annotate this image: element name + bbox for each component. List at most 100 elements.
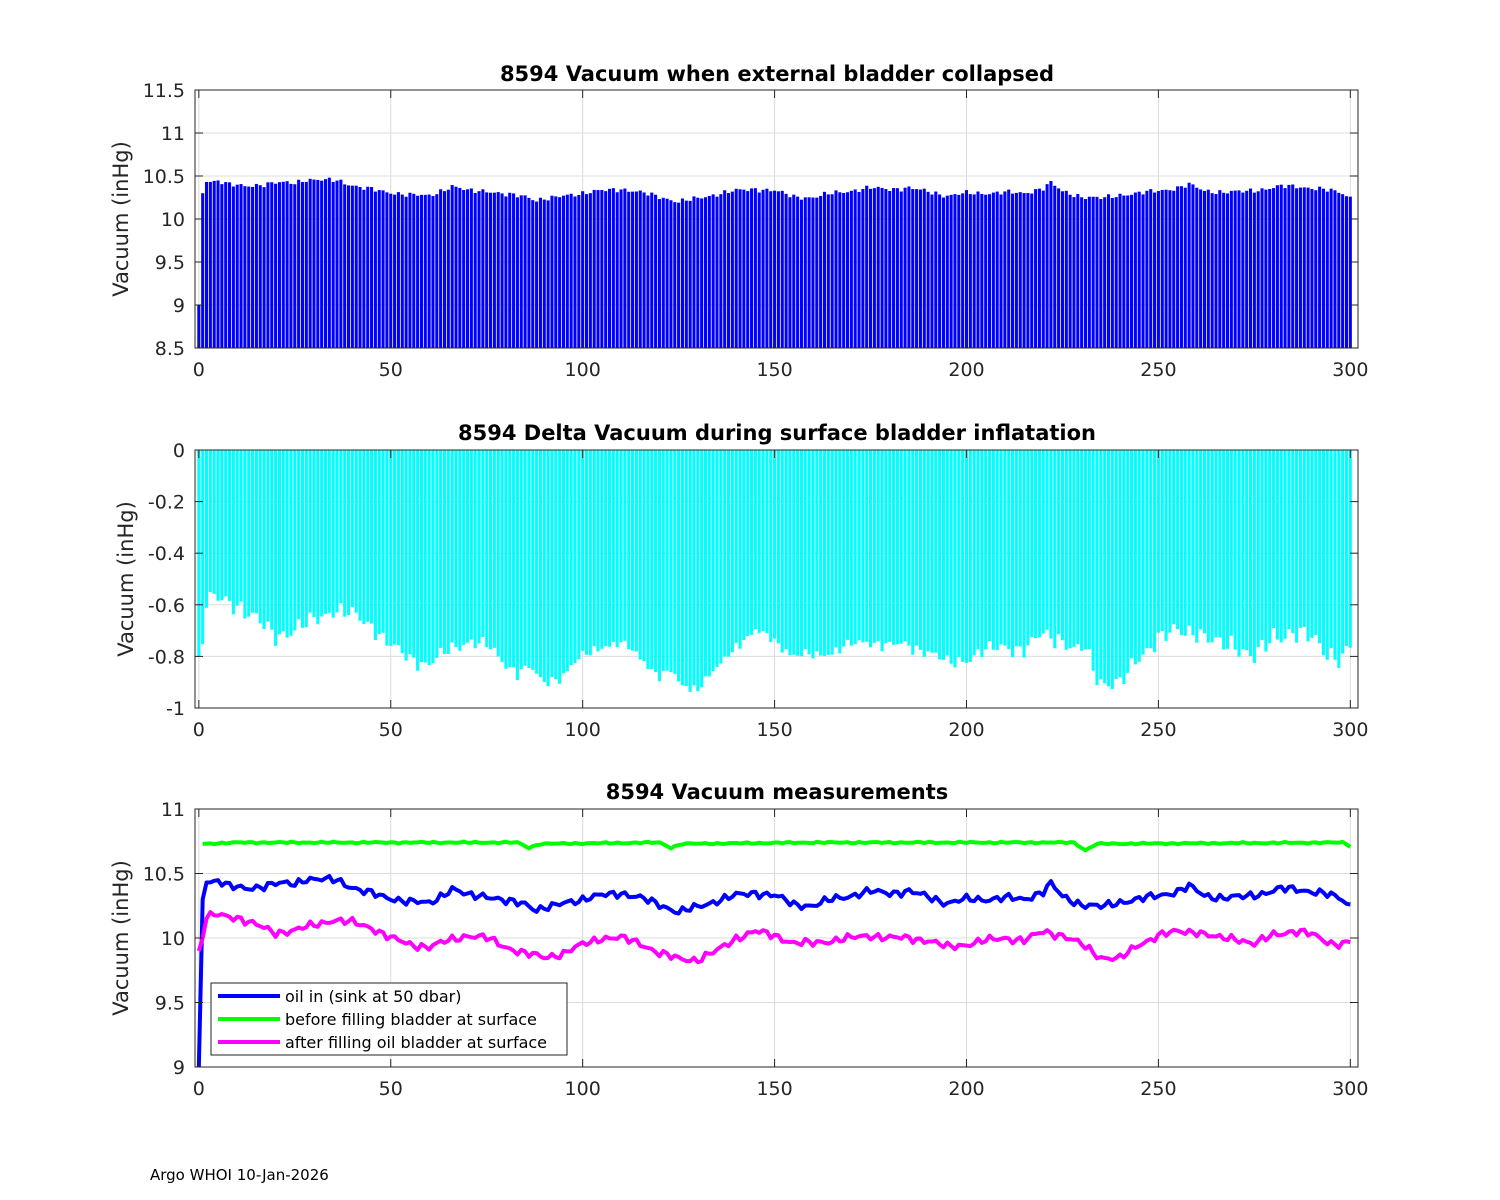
bar [347, 450, 351, 616]
panel-delta-vacuum: 8594 Delta Vacuum during surface bladder… [114, 421, 1368, 741]
bar [1045, 450, 1049, 630]
bar [673, 450, 677, 674]
bar [1153, 192, 1157, 348]
bar [496, 450, 500, 657]
bar [1214, 450, 1218, 638]
bar [515, 197, 519, 348]
bar [657, 199, 661, 348]
bar [224, 450, 228, 597]
y-tick-label: 10 [161, 928, 185, 950]
bar [822, 450, 827, 657]
bar [922, 188, 926, 348]
bar [1103, 450, 1107, 684]
bar [343, 450, 347, 617]
x-tick-label: 150 [756, 719, 792, 741]
bar [661, 450, 665, 671]
bar [419, 194, 423, 348]
bar [270, 182, 274, 348]
bar [254, 450, 258, 614]
bar [1007, 189, 1011, 348]
bar [412, 450, 416, 658]
bar [734, 450, 738, 643]
panel-1-ylabel: Vacuum (inHg) [109, 141, 133, 297]
bar [285, 181, 289, 348]
bar [220, 450, 224, 601]
bar [604, 191, 608, 348]
x-tick-label: 0 [193, 719, 205, 741]
bar [1030, 450, 1034, 638]
bar [1110, 450, 1114, 690]
bar [347, 185, 351, 348]
bar [323, 179, 328, 348]
bar [251, 450, 255, 613]
bar [239, 184, 243, 348]
bar [304, 181, 308, 348]
bar [1083, 199, 1088, 348]
bar [485, 192, 489, 348]
bar [888, 191, 892, 348]
bar [1298, 187, 1302, 348]
bar [1229, 190, 1233, 348]
bar [1306, 450, 1310, 642]
bar [872, 450, 876, 643]
bar [393, 450, 397, 645]
bar [911, 450, 915, 655]
bar [999, 194, 1003, 348]
bar [845, 450, 850, 640]
bar [903, 187, 907, 348]
bar [700, 198, 704, 348]
bar [707, 450, 711, 677]
bar [1222, 192, 1226, 348]
bar [838, 450, 842, 654]
bar [201, 450, 205, 645]
bar [1103, 197, 1107, 348]
bar [565, 450, 569, 672]
bar [373, 450, 377, 641]
panel-2-xticks: 0 50 100 150 200 250 300 [193, 450, 1368, 741]
bar [680, 450, 684, 686]
x-tick-label: 100 [565, 719, 601, 741]
x-tick-label: 50 [379, 359, 403, 381]
bar [266, 450, 270, 622]
bar [274, 450, 278, 646]
bar [400, 450, 404, 654]
bar [1156, 191, 1160, 348]
panel-vacuum-measurements: 8594 Vacuum measurements Vacuum (inHg) 0… [109, 780, 1368, 1100]
bar [826, 194, 830, 348]
bar [204, 182, 209, 348]
bar [842, 450, 846, 647]
bar [684, 450, 688, 686]
bar [1114, 450, 1118, 680]
bar [381, 450, 385, 633]
panel-3-yticks: 9 9.5 10 10.5 11 [143, 799, 1358, 1079]
bar [830, 450, 834, 655]
bar [220, 184, 224, 348]
bar [1321, 450, 1325, 656]
bar [588, 450, 592, 656]
bar [1325, 191, 1329, 348]
bar [677, 202, 681, 348]
bar [285, 450, 289, 638]
bar [1225, 450, 1230, 649]
bar [320, 450, 324, 617]
bar [1337, 192, 1341, 348]
legend-label-after-fill: after filling oil bladder at surface [285, 1033, 547, 1052]
bar [1241, 450, 1245, 650]
bar [703, 450, 708, 677]
bar [984, 194, 988, 348]
bar [581, 191, 585, 348]
bar [293, 450, 297, 631]
y-tick-label: 9 [173, 295, 185, 317]
bar [627, 450, 631, 650]
bar [1164, 450, 1168, 642]
bar [358, 450, 362, 621]
bar [615, 450, 619, 648]
y-tick-label: -0.6 [148, 595, 185, 617]
bar [1191, 184, 1195, 348]
bar [1172, 450, 1176, 625]
bar [608, 188, 612, 348]
bar [734, 188, 738, 348]
bar [1287, 184, 1291, 348]
bar [853, 450, 857, 645]
bar [527, 197, 531, 348]
